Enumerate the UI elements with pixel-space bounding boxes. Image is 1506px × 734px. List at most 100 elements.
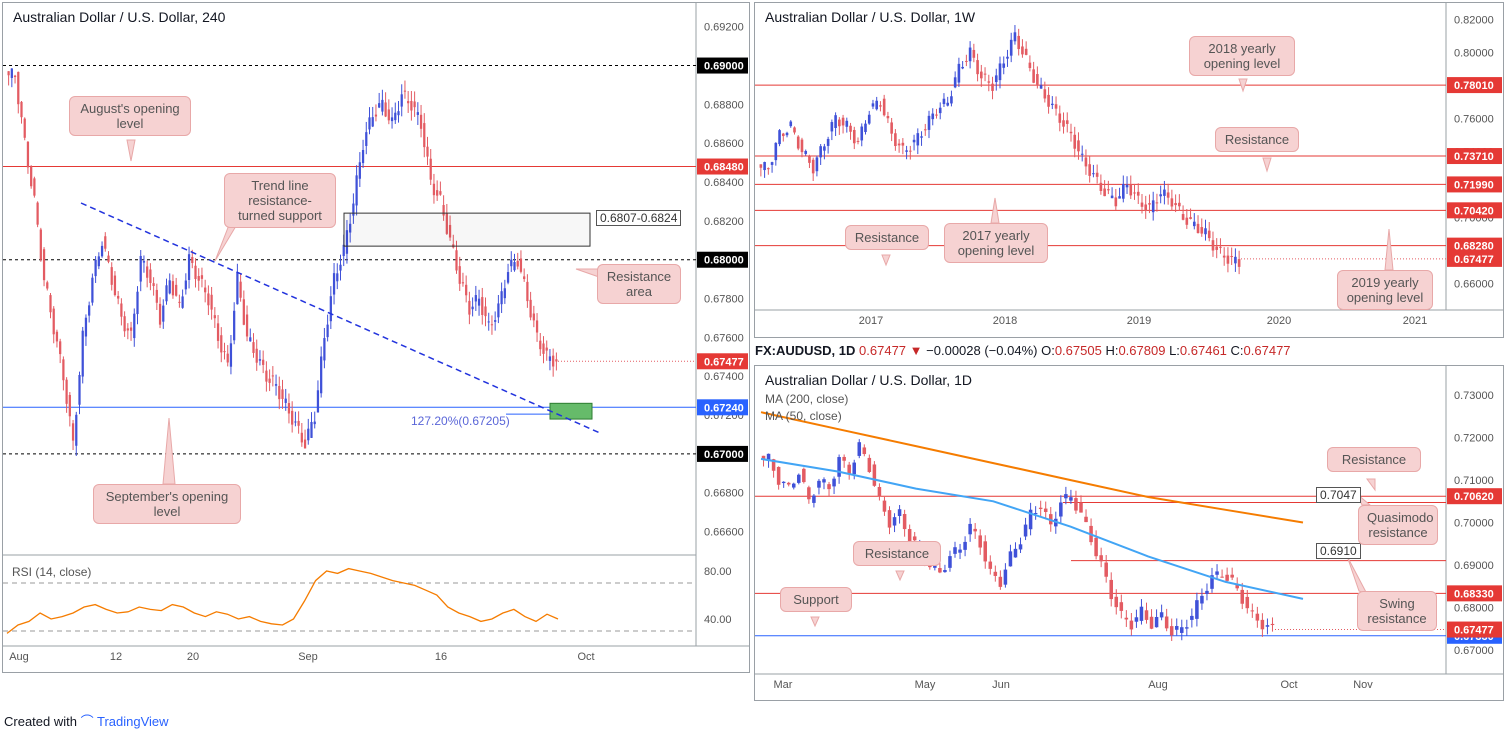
- candle-body: [49, 295, 52, 313]
- candle-body: [980, 71, 983, 79]
- price-tick-label: 0.67400: [704, 371, 744, 383]
- candle-body: [1205, 590, 1209, 594]
- candle-body: [994, 75, 998, 83]
- time-tick-label: Mar: [774, 679, 793, 691]
- candle-body: [841, 117, 845, 126]
- candle-body: [146, 266, 149, 278]
- chart-panel-1w[interactable]: 0.820000.800000.780000.760000.740000.720…: [754, 2, 1504, 338]
- candle-body: [834, 115, 837, 128]
- price-tag-label: 0.68330: [1454, 588, 1494, 600]
- time-tick-label: Sep: [298, 651, 318, 663]
- candle-body: [197, 276, 200, 281]
- candle-body: [487, 321, 490, 323]
- price-tag: [1447, 202, 1502, 219]
- candle-body: [983, 73, 987, 75]
- candle-body: [823, 146, 826, 151]
- candle-body: [1133, 192, 1136, 194]
- candle-body: [905, 150, 908, 152]
- high-value: 0.67809: [1118, 343, 1166, 358]
- candle-body: [142, 261, 146, 263]
- candle-body: [886, 116, 890, 119]
- price-tag: [697, 399, 748, 416]
- price-tag-label: 0.69000: [704, 61, 744, 73]
- candle-body: [46, 282, 49, 289]
- candle-body: [1189, 217, 1192, 219]
- candle-body: [455, 250, 458, 271]
- candle-body: [1023, 524, 1028, 537]
- candle-body: [800, 139, 804, 153]
- candle-body: [1058, 113, 1062, 123]
- candle-body: [94, 259, 97, 277]
- candle-body: [948, 556, 952, 568]
- current-price-tag: [697, 353, 748, 370]
- candle-body: [1163, 189, 1166, 196]
- candle-body: [819, 146, 822, 158]
- chart-240-svg[interactable]: 0.69200 0.69000 0.68800 0.68600 0.68400 0.682…: [3, 3, 750, 673]
- candle-body: [39, 229, 42, 260]
- close-label: C:: [1230, 343, 1244, 358]
- candle-body: [852, 462, 856, 475]
- candle-body: [252, 342, 255, 353]
- candle-body: [1002, 63, 1006, 68]
- footer-brand[interactable]: TradingView: [97, 714, 169, 729]
- candle-body: [1069, 131, 1073, 134]
- candle-body: [817, 480, 821, 488]
- candle-body: [1222, 255, 1226, 258]
- candle-body: [852, 129, 856, 144]
- candle-body: [1237, 259, 1241, 267]
- current-price-label: 0.67477: [704, 356, 744, 368]
- candle-body: [523, 276, 526, 280]
- candle-body: [890, 122, 893, 134]
- footer-credit: Created with ⌒ TradingView: [4, 711, 169, 730]
- candle-body: [1054, 104, 1058, 109]
- candle-body: [513, 262, 516, 271]
- candle-body: [972, 49, 976, 58]
- candle-body: [1024, 48, 1028, 55]
- candle-body: [139, 255, 142, 282]
- candle-body: [1178, 202, 1181, 207]
- candle-body: [510, 259, 513, 267]
- candle-body: [75, 414, 78, 446]
- candle-body: [1148, 203, 1151, 205]
- note-support-pointer: [810, 616, 820, 628]
- candle-body: [207, 293, 210, 306]
- price-tick-label: 0.69000: [1454, 560, 1494, 572]
- candle-body: [419, 114, 423, 129]
- candle-body: [381, 99, 384, 112]
- candle-body: [923, 129, 927, 131]
- candle-body: [332, 273, 336, 295]
- time-tick-label: May: [915, 679, 936, 691]
- candle-body: [1118, 196, 1121, 199]
- chart-panel-1d[interactable]: 0.73000 0.72000 0.71000 0.70000 0.69000 0.680…: [754, 365, 1504, 701]
- candle-body: [497, 303, 500, 318]
- candle-body: [767, 168, 770, 170]
- candle-body: [1207, 230, 1211, 239]
- chart-panel-240[interactable]: 0.69200 0.69000 0.68800 0.68600 0.68400 0.682…: [2, 2, 750, 673]
- open-value: 0.67505: [1054, 343, 1102, 358]
- candle-body: [1047, 94, 1050, 107]
- chart-1w-svg[interactable]: 0.820000.800000.780000.760000.740000.720…: [755, 3, 1504, 338]
- candle-body: [1170, 198, 1174, 207]
- note-2017-yearly: 2017 yearly opening level: [944, 223, 1048, 263]
- candle-body: [545, 347, 548, 351]
- candle-body: [978, 535, 982, 548]
- candle-body: [413, 101, 416, 108]
- fib-label: 127.20%(0.67205): [411, 414, 510, 428]
- candle-body: [216, 323, 220, 341]
- chart-1d-svg[interactable]: 0.73000 0.72000 0.71000 0.70000 0.69000 0.680…: [755, 366, 1504, 701]
- candle-body: [993, 571, 998, 576]
- price-tag-label: 0.68480: [704, 162, 744, 174]
- candle-body: [1099, 555, 1103, 562]
- candle-body: [107, 255, 110, 262]
- candle-body: [957, 63, 961, 83]
- candle-body: [1235, 584, 1239, 589]
- trend-line: [80, 202, 601, 434]
- candle-body: [516, 260, 519, 267]
- candle-body: [1125, 184, 1129, 188]
- candle-body: [481, 297, 484, 315]
- candle-body: [229, 343, 233, 367]
- candle-body: [371, 117, 374, 127]
- note-swing-pointer: [1346, 555, 1369, 595]
- candle-body: [294, 421, 297, 423]
- candle-body: [175, 284, 178, 296]
